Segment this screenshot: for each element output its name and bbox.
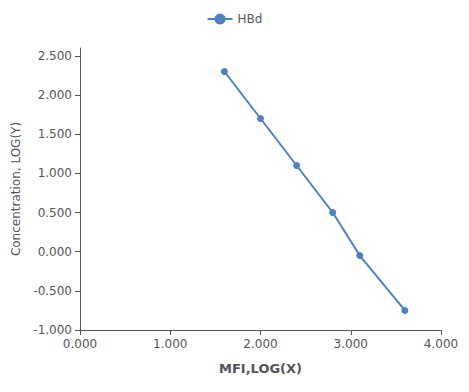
svg-text:0.500: 0.500 — [38, 206, 72, 220]
svg-text:3.000: 3.000 — [334, 337, 368, 351]
svg-text:0.000: 0.000 — [38, 245, 72, 259]
svg-text:1.000: 1.000 — [153, 337, 187, 351]
svg-text:2.000: 2.000 — [243, 337, 277, 351]
svg-text:MFI,LOG(X): MFI,LOG(X) — [219, 361, 302, 376]
svg-text:2.000: 2.000 — [38, 88, 72, 102]
svg-text:-1.000: -1.000 — [33, 323, 72, 337]
svg-text:0.000: 0.000 — [63, 337, 97, 351]
svg-text:1.000: 1.000 — [38, 166, 72, 180]
svg-text:4.000: 4.000 — [424, 337, 458, 351]
svg-text:2.500: 2.500 — [38, 49, 72, 63]
svg-text:Concentration, LOG(Y): Concentration, LOG(Y) — [9, 122, 23, 256]
svg-text:-0.500: -0.500 — [33, 284, 72, 298]
svg-text:HBd: HBd — [238, 12, 263, 26]
svg-text:1.500: 1.500 — [38, 127, 72, 141]
